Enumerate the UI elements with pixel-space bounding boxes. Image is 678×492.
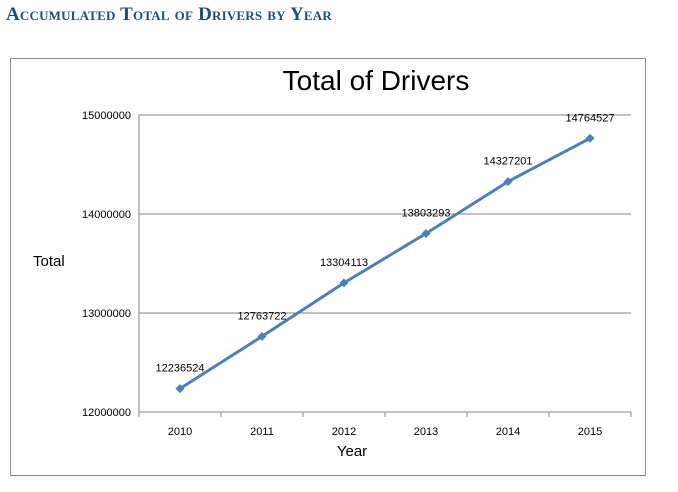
data-labels: 12236524 12763722 13304113 13803293 14327201… <box>156 112 615 374</box>
x-tick-label: 2012 <box>332 426 356 438</box>
y-axis-title: Total <box>33 253 65 270</box>
x-axis-title: Year <box>337 443 367 460</box>
data-label: 13304113 <box>320 257 368 269</box>
data-label: 13803293 <box>402 207 451 219</box>
y-tick-label: 14000000 <box>82 209 131 221</box>
data-label: 14764527 <box>566 112 615 124</box>
data-point <box>339 278 349 288</box>
y-tick-label: 12000000 <box>82 407 131 419</box>
x-tick-label: 2014 <box>496 426 520 438</box>
x-tick-label: 2015 <box>578 426 602 438</box>
data-label: 12236524 <box>156 363 205 375</box>
y-tick-label: 13000000 <box>82 308 131 320</box>
y-tick-label: 15000000 <box>82 110 131 122</box>
data-point <box>503 177 513 187</box>
series-line <box>179 136 591 390</box>
x-tick-label: 2011 <box>250 426 274 438</box>
data-point <box>585 133 595 143</box>
series-total <box>175 133 595 394</box>
data-label: 14327201 <box>484 156 533 168</box>
page-heading: Accumulated Total of Drivers by Year <box>6 4 332 25</box>
gridlines <box>139 114 631 314</box>
y-tick-labels: 12000000 13000000 14000000 15000000 <box>82 110 131 419</box>
x-tick-label: 2010 <box>168 426 192 438</box>
chart-title: Total of Drivers <box>283 65 470 96</box>
x-tick-labels: 2010 2011 2012 2013 2014 2015 <box>168 426 602 438</box>
x-tick-label: 2013 <box>414 426 438 438</box>
chart-frame: Total of Drivers 12000000 13000000 1400000… <box>10 58 646 476</box>
axes <box>138 115 632 417</box>
data-label: 12763722 <box>238 310 287 322</box>
data-point <box>421 228 431 238</box>
line-chart: Total of Drivers 12000000 13000000 1400000… <box>33 65 632 460</box>
data-point <box>257 331 267 341</box>
data-point <box>175 384 185 394</box>
